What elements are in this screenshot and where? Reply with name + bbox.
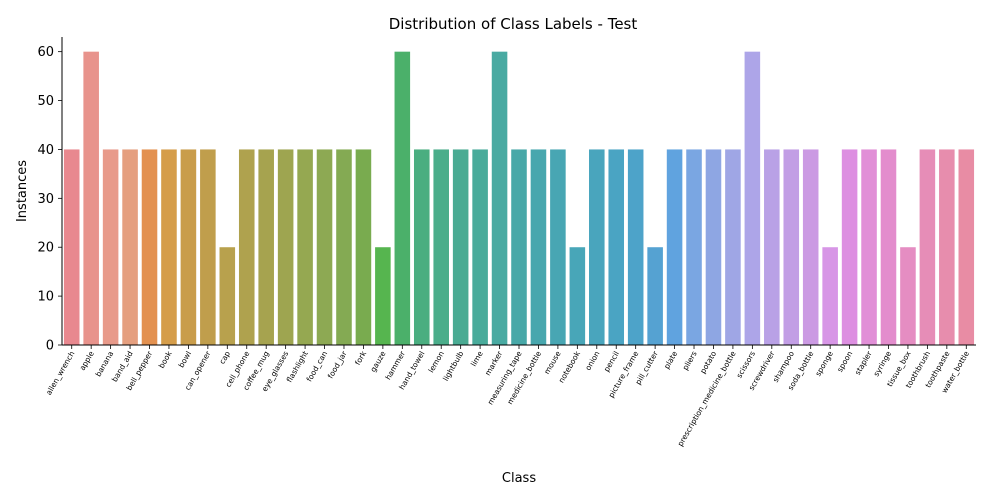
- bar-measuring-tape: [511, 149, 527, 345]
- bar-pencil: [608, 149, 625, 345]
- y-tick-label: 10: [37, 290, 54, 305]
- bar-can-opener: [200, 149, 216, 345]
- bar-coffee-mug: [258, 149, 274, 345]
- x-tick-label: pencil: [602, 350, 621, 374]
- bar-toothpaste: [939, 149, 955, 345]
- x-tick-label: book: [157, 349, 174, 370]
- y-axis-label: Instances: [15, 160, 30, 222]
- bar-apple: [83, 51, 99, 346]
- x-tick-label: onion: [583, 349, 601, 372]
- y-tick-label: 0: [46, 339, 54, 354]
- bar-gauze: [375, 247, 391, 345]
- x-tick-label: apple: [78, 349, 96, 372]
- bar-plate: [666, 149, 683, 345]
- bar-book: [161, 149, 177, 345]
- y-tick-label: 60: [37, 45, 54, 60]
- y-tick-label: 50: [37, 94, 54, 109]
- bar-hand-towel: [413, 149, 430, 345]
- bar-food-jar: [336, 149, 352, 345]
- chart-title: Distribution of Class Labels - Test: [389, 15, 638, 33]
- bar-lemon: [433, 149, 449, 345]
- bar-cap: [219, 247, 236, 345]
- x-tick-label: spoon: [835, 349, 854, 373]
- x-tick-label: gauze: [368, 349, 387, 373]
- x-tick-label: cap: [217, 349, 232, 365]
- y-tick-label: 20: [37, 241, 54, 256]
- x-tick-label: stapler: [853, 349, 874, 377]
- x-tick-label: bowl: [177, 350, 194, 370]
- bar-toothbrush: [919, 149, 936, 345]
- x-tick-label: sponge: [813, 349, 835, 378]
- x-tick-label: plate: [662, 349, 679, 370]
- bar-band-aid: [122, 149, 138, 345]
- x-tick-label: pliers: [681, 349, 699, 371]
- bar-mouse: [550, 149, 566, 345]
- bar-bowl: [180, 149, 197, 345]
- bar-eye-glasses: [277, 149, 294, 345]
- bar-bell-pepper: [141, 149, 158, 345]
- bars-group: [63, 51, 975, 346]
- bar-lightbulb: [452, 149, 469, 345]
- bar-scissors: [744, 51, 761, 346]
- bar-cell-phone: [238, 149, 255, 345]
- bar-tissue-box: [900, 247, 916, 345]
- bar-shampoo: [783, 149, 800, 345]
- bar-allen-wrench: [63, 149, 80, 345]
- x-tick-label: mouse: [542, 349, 563, 376]
- bar-lime: [472, 149, 488, 345]
- bar-notebook: [569, 247, 586, 345]
- bar-hammer: [394, 51, 411, 346]
- bar-potato: [705, 149, 722, 345]
- bar-pliers: [686, 149, 702, 345]
- x-tick-label: allen_wrench: [44, 349, 77, 396]
- x-tick-label: lime: [469, 349, 485, 368]
- bar-picture-frame: [627, 149, 644, 345]
- bar-flashlight: [297, 149, 313, 345]
- y-tick-label: 30: [37, 192, 54, 207]
- bar-onion: [589, 149, 605, 345]
- bar-food-can: [316, 149, 333, 345]
- bar-pill-cutter: [647, 247, 663, 345]
- bar-medicine-bottle: [530, 149, 547, 345]
- bar-stapler: [861, 149, 877, 345]
- x-tick-label: lemon: [426, 349, 446, 374]
- bar-soda-bottle: [802, 149, 819, 345]
- bar-screwdriver: [764, 149, 780, 345]
- bar-syringe: [880, 149, 897, 345]
- x-axis-ticks: allen_wrench applebananaband_aidbell_pepp…: [44, 345, 971, 448]
- y-tick-label: 40: [37, 143, 54, 158]
- x-axis-label: Class: [502, 471, 536, 486]
- bar-prescription-medicine-bottle: [725, 149, 741, 345]
- bar-sponge: [822, 247, 838, 345]
- y-axis-ticks: 0 10 20 30 40 50 60: [37, 45, 62, 354]
- bar-fork: [355, 149, 372, 345]
- bar-banana: [102, 149, 119, 345]
- x-tick-label: fork: [353, 349, 368, 367]
- bar-spoon: [841, 149, 858, 345]
- x-tick-label: food_jar: [326, 349, 349, 380]
- bar-marker: [491, 51, 508, 346]
- bar-water-bottle: [958, 149, 975, 345]
- x-tick-label: potato: [698, 349, 718, 375]
